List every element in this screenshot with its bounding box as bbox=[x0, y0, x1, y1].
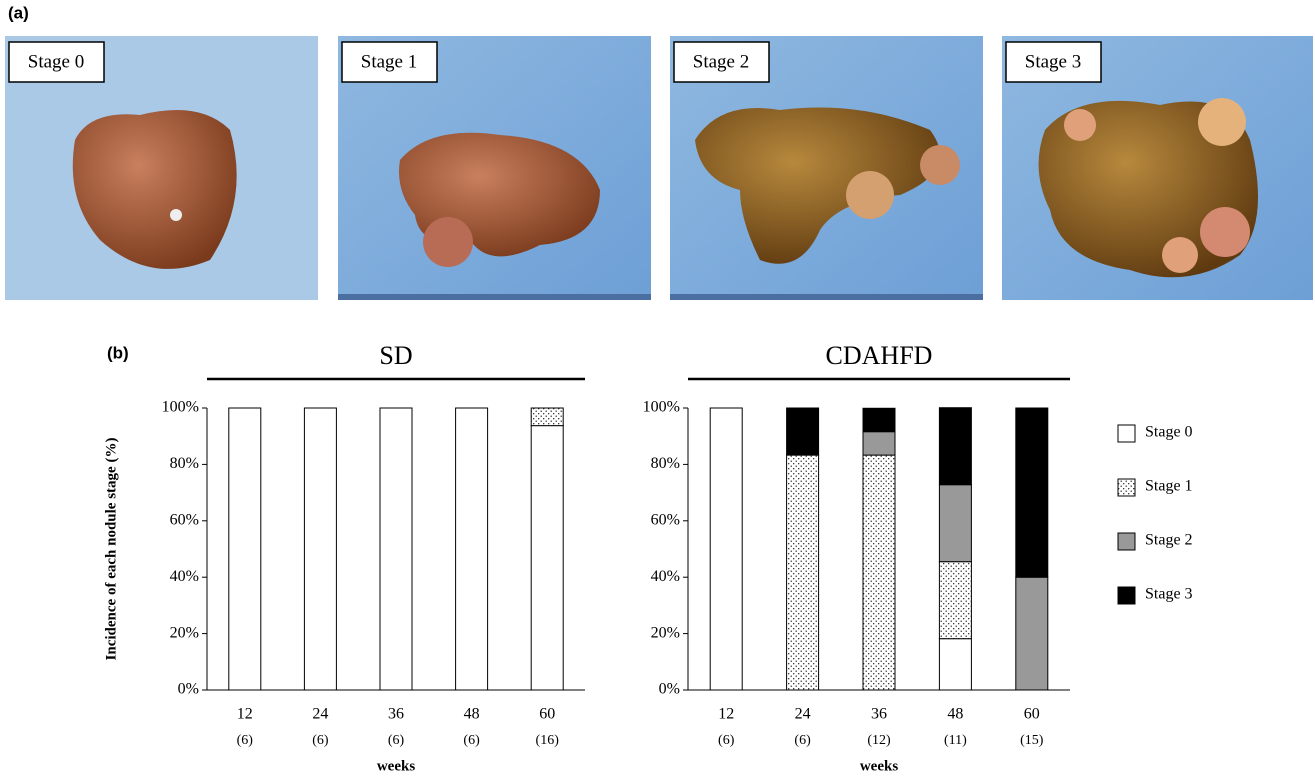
y-tick-label: 100% bbox=[643, 399, 680, 416]
x-tick-note: (16) bbox=[536, 733, 560, 748]
bar-segment bbox=[939, 562, 971, 639]
x-tick-label: 24 bbox=[795, 706, 811, 723]
legend-label: Stage 1 bbox=[1145, 478, 1193, 495]
x-tick-label: 48 bbox=[464, 706, 480, 723]
x-tick-label: 48 bbox=[947, 706, 963, 723]
x-tick-note: (6) bbox=[312, 733, 329, 748]
legend-swatch bbox=[1118, 587, 1135, 604]
photo-label: Stage 1 bbox=[361, 51, 417, 72]
x-tick-label: 12 bbox=[718, 706, 734, 723]
x-tick-note: (6) bbox=[388, 733, 405, 748]
legend-label: Stage 0 bbox=[1145, 424, 1193, 441]
bar-segment bbox=[380, 408, 412, 690]
y-axis-label: Incidence of each nodule stage (%) bbox=[103, 438, 119, 661]
x-tick-note: (6) bbox=[463, 733, 480, 748]
bar-segment bbox=[939, 485, 971, 562]
x-tick-note: (6) bbox=[718, 733, 735, 748]
y-tick-label: 0% bbox=[178, 681, 199, 698]
photo-label: Stage 2 bbox=[693, 51, 749, 72]
legend-label: Stage 2 bbox=[1145, 532, 1193, 549]
x-axis-label: weeks bbox=[377, 758, 415, 774]
y-tick-label: 40% bbox=[170, 568, 199, 585]
x-tick-note: (6) bbox=[794, 733, 811, 748]
x-tick-label: 24 bbox=[312, 706, 328, 723]
x-tick-note: (6) bbox=[237, 733, 254, 748]
bar-segment bbox=[787, 408, 819, 455]
bar-segment bbox=[1016, 408, 1048, 577]
panel-label: (b) bbox=[107, 343, 129, 362]
y-tick-label: 80% bbox=[651, 455, 680, 472]
bar-segment bbox=[456, 408, 488, 690]
chart-title: SD bbox=[379, 341, 412, 370]
bar-segment bbox=[531, 408, 563, 426]
bar-segment bbox=[229, 408, 261, 690]
y-tick-label: 20% bbox=[651, 624, 680, 641]
chart-title: CDAHFD bbox=[826, 341, 933, 370]
x-tick-label: 36 bbox=[388, 706, 404, 723]
legend-swatch bbox=[1118, 425, 1135, 442]
photo-label: Stage 3 bbox=[1025, 51, 1081, 72]
bar-segment bbox=[863, 408, 895, 431]
legend-swatch bbox=[1118, 479, 1135, 496]
x-tick-label: 60 bbox=[539, 706, 555, 723]
photo-label: Stage 0 bbox=[28, 51, 84, 72]
x-tick-label: 60 bbox=[1024, 706, 1040, 723]
legend-label: Stage 3 bbox=[1145, 586, 1193, 603]
legend-swatch bbox=[1118, 533, 1135, 550]
x-axis-label: weeks bbox=[860, 758, 898, 774]
bar-segment bbox=[787, 455, 819, 690]
y-tick-label: 60% bbox=[651, 511, 680, 528]
bar-segment bbox=[304, 408, 336, 690]
y-tick-label: 60% bbox=[170, 511, 199, 528]
x-tick-note: (11) bbox=[944, 733, 967, 748]
bar-segment bbox=[939, 639, 971, 690]
y-tick-label: 80% bbox=[170, 455, 199, 472]
bar-segment bbox=[710, 408, 742, 690]
y-tick-label: 20% bbox=[170, 624, 199, 641]
bar-segment bbox=[939, 408, 971, 485]
figure: (a) (b) Stage 0 Stage 1 Stage 2 Stage 3 SD 0%… bbox=[0, 0, 1315, 776]
panel-label: (a) bbox=[8, 3, 29, 22]
bar-segment bbox=[863, 432, 895, 455]
x-tick-label: 12 bbox=[237, 706, 253, 723]
y-tick-label: 100% bbox=[162, 399, 199, 416]
x-tick-note: (15) bbox=[1020, 733, 1044, 748]
y-tick-label: 0% bbox=[659, 681, 680, 698]
x-tick-note: (12) bbox=[867, 733, 891, 748]
bar-segment bbox=[531, 426, 563, 690]
y-tick-label: 40% bbox=[651, 568, 680, 585]
x-tick-label: 36 bbox=[871, 706, 887, 723]
bar-segment bbox=[1016, 577, 1048, 690]
bar-segment bbox=[863, 455, 895, 690]
